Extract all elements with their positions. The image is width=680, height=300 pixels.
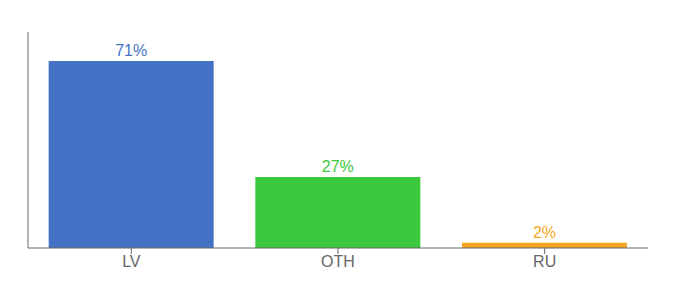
svg-text:RU: RU: [533, 253, 556, 270]
svg-text:2%: 2%: [533, 224, 556, 241]
svg-text:27%: 27%: [322, 158, 354, 175]
svg-text:LV: LV: [122, 253, 141, 270]
svg-text:71%: 71%: [115, 42, 147, 59]
svg-text:OTH: OTH: [321, 253, 355, 270]
